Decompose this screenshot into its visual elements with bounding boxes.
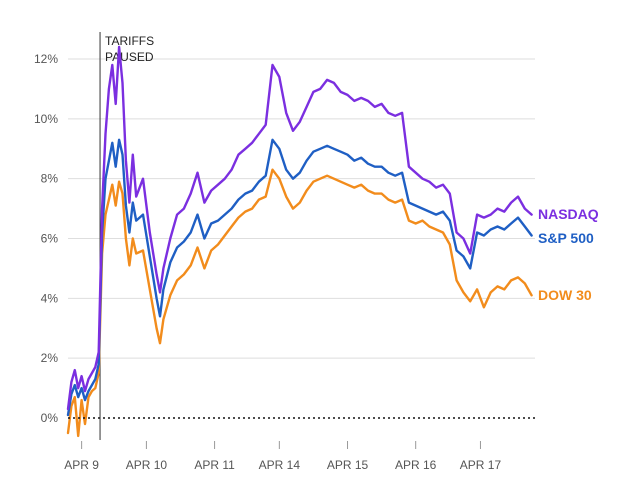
y-tick-label: 2%: [41, 351, 59, 365]
series-end-labels: NASDAQ S&P 500 DOW 30: [538, 206, 599, 303]
series-label-dow-30: DOW 30: [538, 287, 592, 303]
series-line-nasdaq: [66, 45, 533, 411]
x-tick-label: APR 10: [126, 458, 168, 472]
y-tick-label: 12%: [34, 52, 58, 66]
y-axis-ticks: 12% 10% 8% 6% 4% 2% 0%: [34, 52, 58, 425]
x-tick-label: APR 15: [327, 458, 369, 472]
gridlines: [68, 58, 535, 359]
x-tick-label: APR 17: [460, 458, 502, 472]
series-label-s-p-500: S&P 500: [538, 230, 594, 246]
y-tick-label: 8%: [41, 172, 59, 186]
series-line-dow-30: [66, 168, 533, 438]
annotation-label-line1: TARIFFS: [105, 34, 154, 48]
series-lines: [66, 45, 533, 438]
x-tick-label: APR 9: [64, 458, 99, 472]
y-tick-label: 6%: [41, 232, 59, 246]
y-tick-label: 0%: [41, 411, 59, 425]
x-axis-ticks: APR 9 APR 10 APR 11 APR 14 APR 15 APR 16 APR 1…: [64, 441, 501, 472]
annotation-label-line2: PAUSED: [105, 50, 154, 64]
x-tick-label: APR 14: [259, 458, 301, 472]
series-label-nasdaq: NASDAQ: [538, 206, 599, 222]
x-tick-label: APR 16: [395, 458, 437, 472]
x-tick-label: APR 11: [194, 458, 235, 472]
y-tick-label: 4%: [41, 291, 59, 305]
y-tick-label: 10%: [34, 112, 58, 126]
series-line-s-p-500: [66, 138, 533, 417]
